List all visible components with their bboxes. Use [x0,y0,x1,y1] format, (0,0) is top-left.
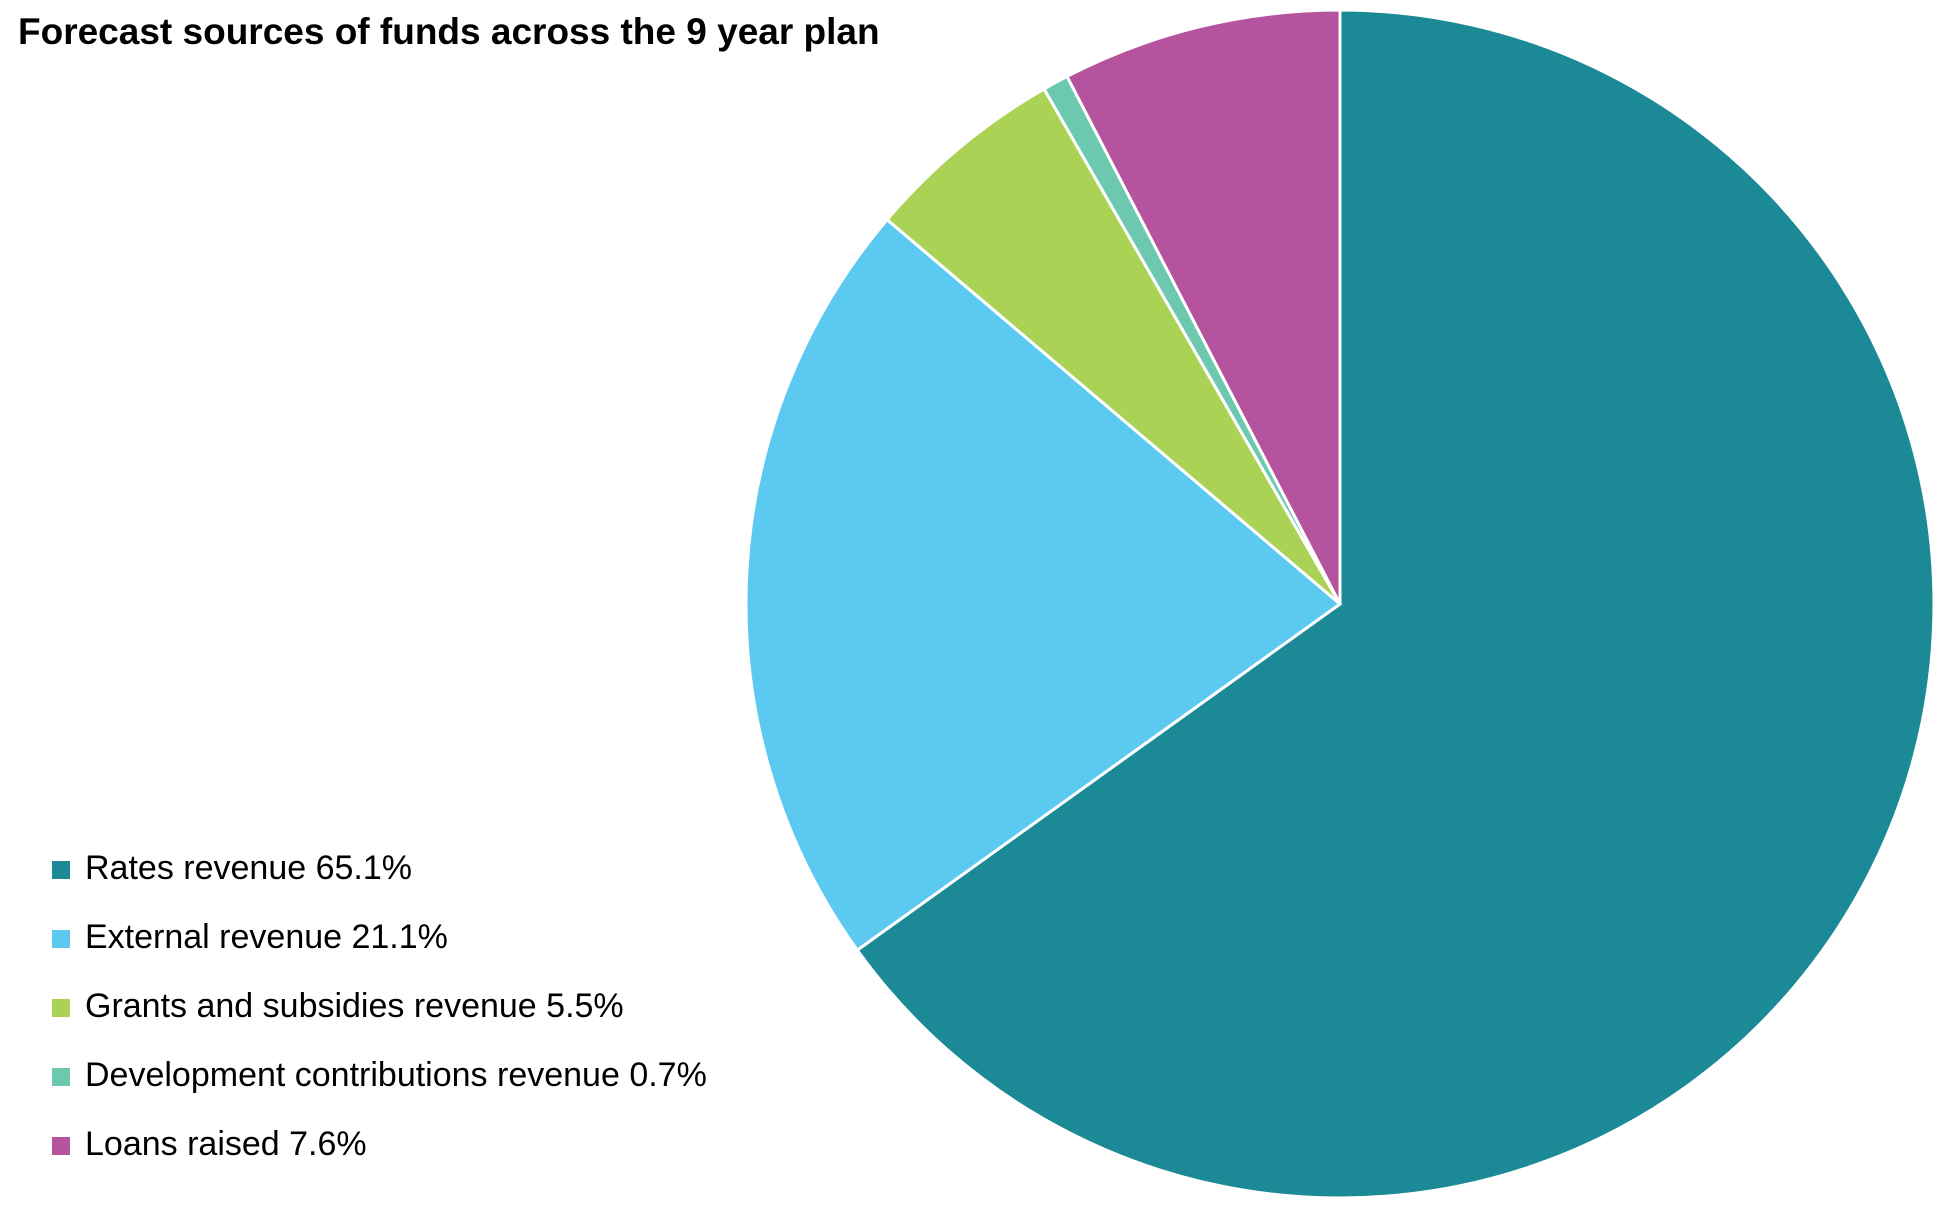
legend-swatch [52,1137,70,1155]
legend-label: External revenue 21.1% [85,918,448,956]
legend-label: Loans raised 7.6% [85,1125,367,1163]
legend-label: Rates revenue 65.1% [85,849,412,887]
legend-label: Grants and subsidies revenue 5.5% [85,987,624,1025]
legend-swatch [52,930,70,948]
legend-swatch [52,1068,70,1086]
pie-slice [744,217,1343,953]
chart-title: Forecast sources of funds across the 9 y… [18,11,880,52]
legend-label: Development contributions revenue 0.7% [85,1056,707,1094]
pie-slice [1064,8,1342,605]
pie-slice [855,8,1936,1200]
legend-swatch [52,999,70,1017]
legend-swatch [52,861,70,879]
pie-slice [884,86,1342,606]
